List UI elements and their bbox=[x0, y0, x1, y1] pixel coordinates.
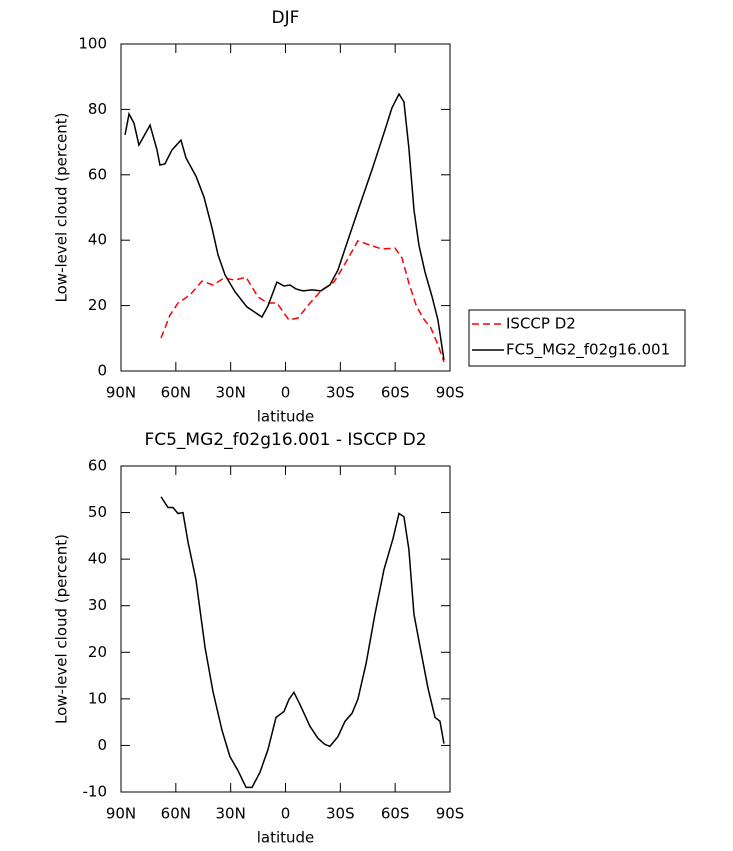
y-tick-label: 60 bbox=[88, 165, 107, 183]
y-axis-label: Low-level cloud (percent) bbox=[53, 113, 71, 303]
y-tick-label: 0 bbox=[97, 362, 107, 380]
y-tick-label: 20 bbox=[88, 296, 107, 314]
data-line bbox=[160, 496, 445, 789]
y-tick-label: 30 bbox=[88, 596, 107, 614]
y-axis-label: Low-level cloud (percent) bbox=[53, 534, 71, 724]
x-tick-label: 30S bbox=[326, 384, 355, 402]
legend-box bbox=[468, 309, 686, 367]
x-tick-label: 0 bbox=[281, 384, 291, 402]
x-tick-label: 60N bbox=[161, 805, 191, 823]
y-tick-label: 0 bbox=[97, 736, 107, 754]
x-tick-label: 30S bbox=[326, 805, 355, 823]
data-line bbox=[160, 239, 445, 363]
x-tick-label: 60S bbox=[381, 805, 410, 823]
x-tick-label: 60N bbox=[161, 384, 191, 402]
y-tick-label: 60 bbox=[88, 457, 107, 475]
y-tick-label: 40 bbox=[88, 231, 107, 249]
x-tick-label: 30N bbox=[216, 805, 246, 823]
x-axis-label: latitude bbox=[257, 829, 315, 847]
x-tick-label: 90N bbox=[106, 805, 136, 823]
x-tick-label: 90S bbox=[436, 384, 465, 402]
plot-frame bbox=[120, 43, 451, 372]
y-tick-label: 80 bbox=[88, 100, 107, 118]
x-axis-label: latitude bbox=[257, 408, 315, 426]
data-line bbox=[124, 92, 445, 360]
y-tick-label: 10 bbox=[88, 689, 107, 707]
x-tick-label: 60S bbox=[381, 384, 410, 402]
y-tick-label: 40 bbox=[88, 550, 107, 568]
chart-title: FC5_MG2_f02g16.001 - ISCCP D2 bbox=[144, 430, 426, 450]
chart-title: DJF bbox=[272, 8, 300, 28]
x-tick-label: 90S bbox=[436, 805, 465, 823]
y-tick-label: -10 bbox=[83, 783, 108, 801]
y-tick-label: 20 bbox=[88, 643, 107, 661]
x-tick-label: 90N bbox=[106, 384, 136, 402]
y-tick-label: 100 bbox=[78, 35, 107, 53]
x-tick-label: 30N bbox=[216, 384, 246, 402]
x-tick-label: 0 bbox=[281, 805, 291, 823]
legend-label: ISCCP D2 bbox=[506, 315, 576, 333]
y-tick-label: 50 bbox=[88, 503, 107, 521]
legend-label: FC5_MG2_f02g16.001 bbox=[506, 341, 670, 360]
